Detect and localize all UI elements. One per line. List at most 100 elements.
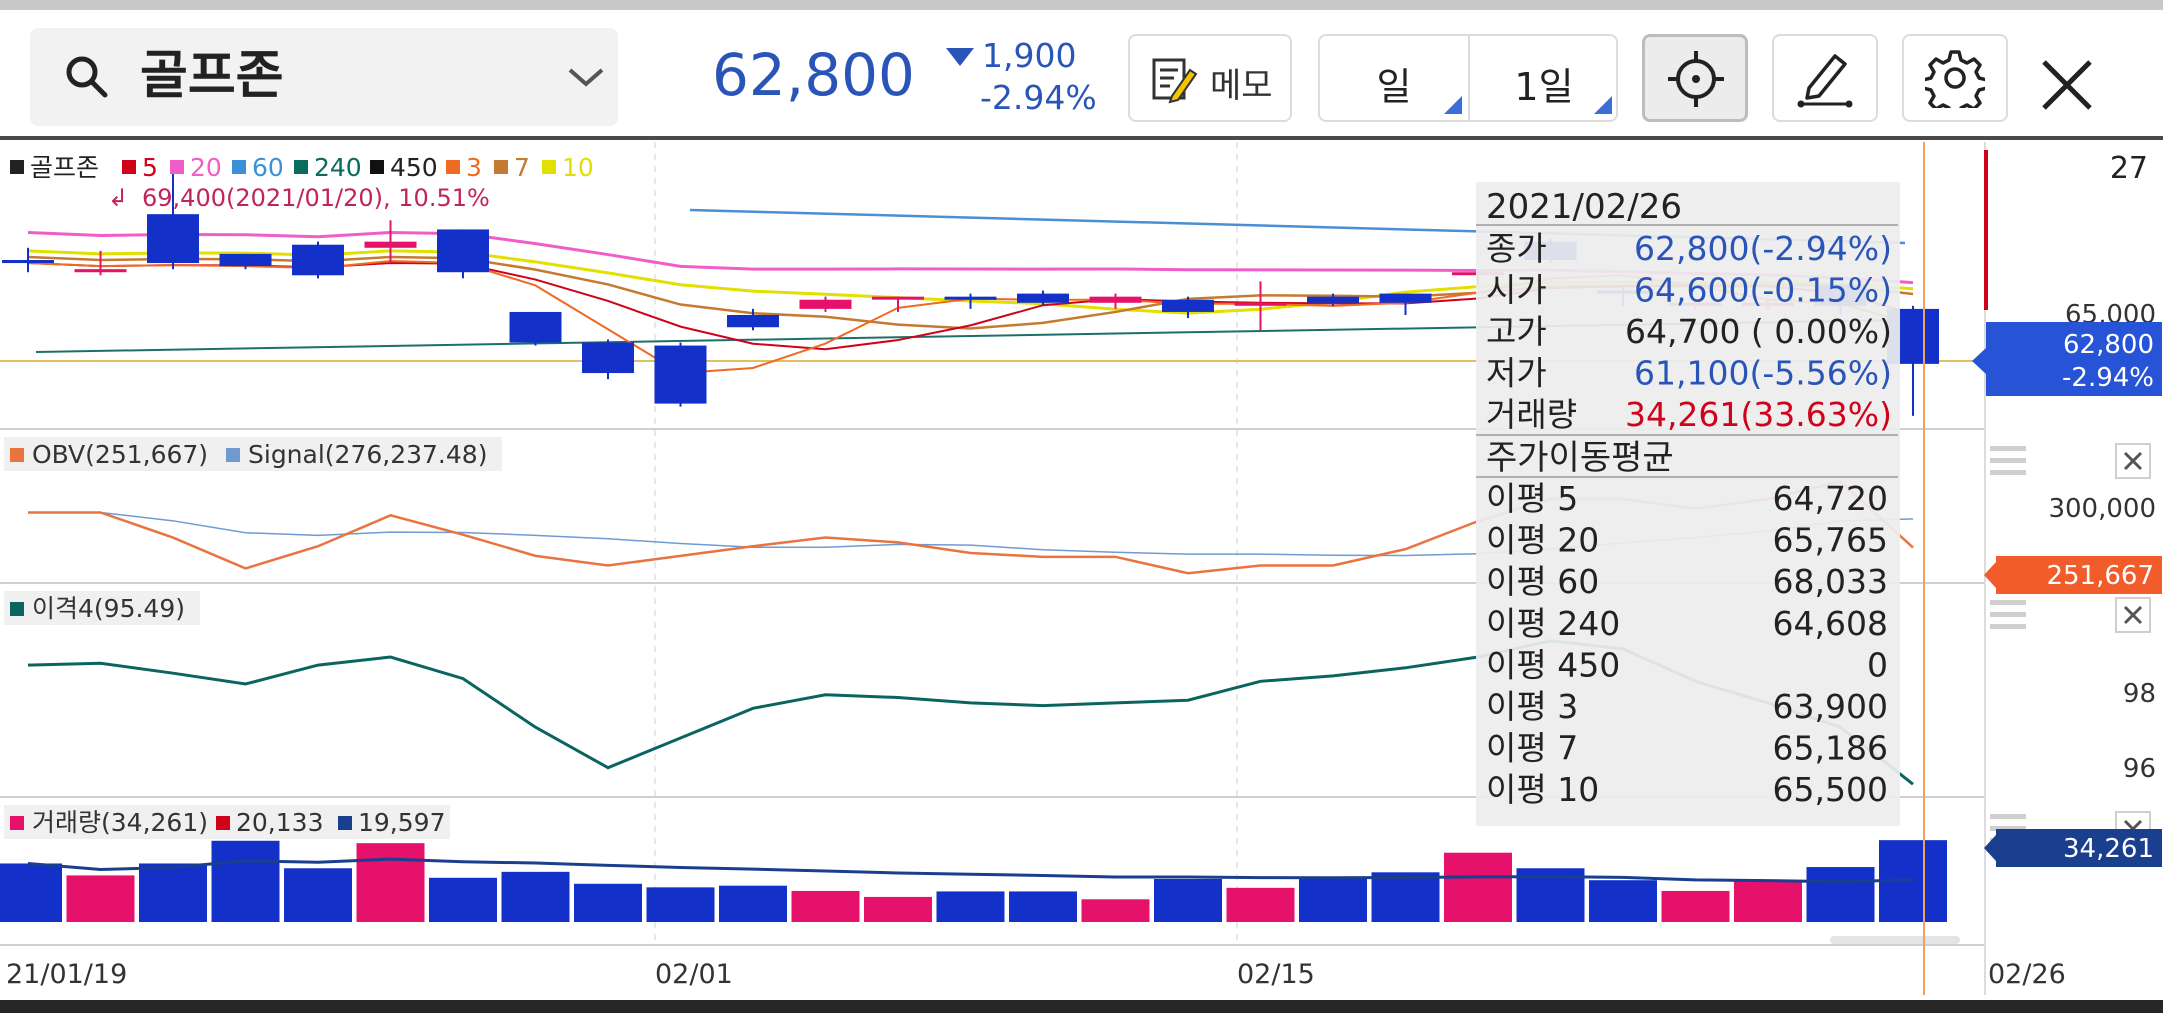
volume-bar — [574, 883, 642, 922]
dropdown-corner-icon — [1444, 96, 1462, 114]
period-unit-dropdown[interactable]: 일 — [1320, 36, 1468, 120]
chevron-down-icon[interactable] — [566, 62, 606, 92]
candle-body — [727, 315, 779, 328]
tooltip-ma-value: 64,608 — [1773, 604, 1888, 643]
volume-bar — [1154, 879, 1222, 922]
high-price-note: 69,400(2021/01/20), 10.51% — [142, 184, 490, 212]
gear-icon — [1925, 50, 1985, 108]
tooltip-row-label: 거래량 — [1486, 395, 1577, 434]
volume-bar — [1009, 891, 1077, 922]
candle-body — [2, 260, 54, 264]
volume-current-tag — [1996, 829, 2162, 867]
memo-button[interactable]: 메모 — [1128, 34, 1292, 122]
tooltip-row-value: 61,100(-5.56%) — [1634, 354, 1892, 393]
volume-bar — [1734, 881, 1802, 922]
candle-body — [292, 244, 344, 276]
legend-swatch — [232, 160, 246, 174]
tooltip-ma-label: 이평 10 — [1486, 770, 1599, 809]
candle-body — [654, 345, 707, 404]
disparity-legend-label: 이격4(95.49) — [32, 594, 185, 623]
tooltip-ma-label: 이평 450 — [1486, 645, 1620, 684]
legend-label: 3 — [466, 153, 482, 182]
volume-bar — [1299, 879, 1367, 922]
period-unit-label: 일 — [1376, 65, 1412, 109]
tooltip-ma-title: 주가이동평균 — [1486, 438, 1674, 478]
candle-body — [509, 311, 562, 343]
drag-handle-icon[interactable] — [1990, 600, 2026, 605]
legend-label: 골프존 — [30, 153, 99, 182]
tooltip-ma-label: 이평 240 — [1486, 604, 1620, 643]
legend-swatch — [294, 160, 308, 174]
candle-body — [944, 296, 997, 300]
signal-legend-label: Signal(276,237.48) — [248, 440, 487, 469]
obv-legend-label: OBV(251,667) — [32, 440, 208, 469]
legend-label: 5 — [142, 153, 158, 182]
candle-body — [147, 214, 199, 264]
candle-body — [799, 299, 852, 309]
legend-label: 10 — [562, 153, 594, 182]
stock-search-box[interactable]: 골프존 — [30, 28, 618, 126]
signal-legend-swatch — [226, 448, 240, 462]
crosshair-button[interactable] — [1642, 34, 1748, 122]
header-separator — [0, 136, 2163, 140]
tooltip-row-value: 64,700 ( 0.00%) — [1625, 312, 1892, 351]
tooltip-ma-label: 이평 20 — [1486, 521, 1599, 560]
candle-body — [1162, 299, 1214, 312]
dropdown-corner-icon — [1594, 96, 1612, 114]
volume-legend-label: 거래량(34,261) — [32, 808, 208, 837]
legend-label: 450 — [390, 153, 438, 182]
period-selector: 일 1일 — [1318, 34, 1618, 122]
tooltip-date: 2021/02/26 — [1486, 187, 1682, 227]
close-icon[interactable] — [2034, 52, 2100, 118]
obv-current-tag-value: 251,667 — [2046, 561, 2154, 591]
current-price: 62,800 — [712, 41, 915, 109]
period-value-dropdown[interactable]: 1일 — [1470, 36, 1618, 120]
volume-ma-line — [27, 857, 1914, 884]
legend-swatch — [542, 160, 556, 174]
tooltip-row-label: 고가 — [1486, 312, 1547, 351]
stock-chart[interactable]: 골프존 5 20 60 240 450 3 7 10 ↲ 69,400(2021/01/20),… — [0, 140, 2163, 1000]
volume-bar — [1806, 867, 1875, 922]
volume-bars — [0, 840, 1947, 922]
current-price-tag — [1986, 322, 2162, 396]
legend-label: 20 — [190, 153, 222, 182]
legend-label: 7 — [514, 153, 530, 182]
candle-body — [1089, 296, 1142, 303]
settings-button[interactable] — [1902, 34, 2008, 122]
price-tag-arrow — [1972, 348, 1986, 374]
disparity-panel-controls — [1990, 597, 2151, 633]
x-axis-label: 21/01/19 — [6, 959, 127, 990]
candle-body — [1379, 293, 1432, 303]
legend-label: 240 — [314, 153, 362, 182]
horizontal-scrollbar[interactable] — [1830, 936, 1960, 944]
volume-bar — [139, 863, 207, 922]
legend-swatch — [122, 160, 136, 174]
current-price-tag-value: 62,800 — [2063, 330, 2154, 360]
obv-current-tag — [1996, 556, 2162, 594]
candles — [2, 162, 1939, 416]
legend-label: 60 — [252, 153, 284, 182]
drag-handle-icon[interactable] — [1990, 446, 2026, 451]
volume-ma2-swatch — [338, 816, 352, 830]
tooltip-ma-label: 이평 5 — [1486, 479, 1578, 518]
period-value-label: 1일 — [1514, 65, 1574, 109]
memo-label: 메모 — [1210, 66, 1273, 106]
volume-bar — [791, 890, 860, 922]
volume-ma1-swatch — [216, 816, 230, 830]
volume-bar — [1661, 890, 1730, 922]
high-price-marker-icon: ↲ — [108, 184, 128, 212]
tooltip-row-label: 저가 — [1486, 354, 1547, 393]
obv-legend-swatch — [10, 448, 24, 462]
tooltip-row-value: 34,261(33.63%) — [1625, 395, 1892, 434]
current-price-tag-pct: -2.94% — [2062, 363, 2154, 393]
candle-body — [1017, 293, 1069, 303]
drawing-tool-button[interactable] — [1772, 34, 1878, 122]
volume-bar — [501, 871, 570, 922]
volume-bar — [1444, 852, 1512, 922]
disparity-axis-98: 98 — [2123, 679, 2156, 709]
drag-handle-icon[interactable] — [1990, 814, 2026, 819]
candle-body — [219, 253, 272, 267]
obv-panel-controls — [1990, 443, 2151, 479]
legend-swatch — [170, 160, 184, 174]
toolbar: 골프존 62,800 1,900 -2.94% 메모 일 1일 — [0, 10, 2163, 136]
